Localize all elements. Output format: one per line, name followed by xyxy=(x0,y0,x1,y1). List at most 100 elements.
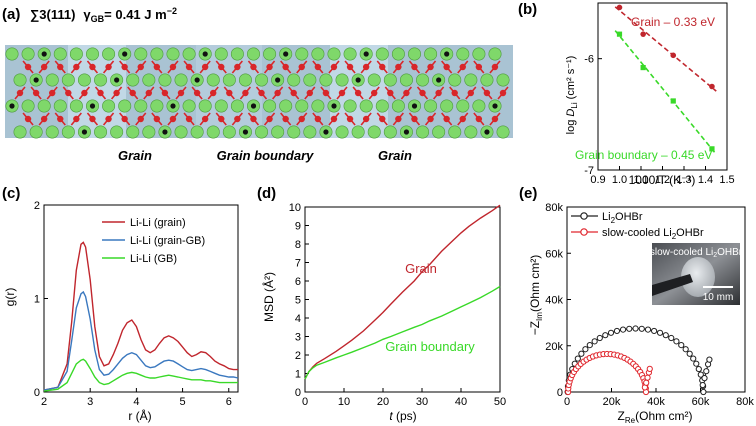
li-atom xyxy=(214,47,228,61)
b-point xyxy=(709,83,715,90)
oh-bond xyxy=(236,60,243,68)
li-atom xyxy=(134,47,148,61)
oh-bond xyxy=(107,112,115,120)
halide-atom xyxy=(331,103,337,109)
oh-bond xyxy=(143,92,150,100)
e-point xyxy=(703,368,710,375)
c-xlabel: r (Å) xyxy=(128,408,151,423)
b-xtick-label: 1.0 xyxy=(612,174,627,186)
panel-d: (d) MSD (Å²) t (ps) 0 10 20 30 40 50 0 1 2 3 4 5 6 7 8… xyxy=(257,185,506,423)
oh-bond xyxy=(263,66,271,74)
oh-bond xyxy=(424,118,432,126)
halide-atom xyxy=(363,51,369,57)
oh-bond xyxy=(94,86,102,94)
e-ylabel: −ZIm(Ohm cm²) xyxy=(528,255,544,336)
oh-bond xyxy=(424,66,432,74)
c-series-line-2 xyxy=(43,358,238,392)
b-ytick-label: -6 xyxy=(584,54,594,66)
oh-bond xyxy=(151,60,158,68)
li-atom xyxy=(110,125,124,139)
li-atom xyxy=(190,125,204,139)
d-ytick-label: 2 xyxy=(295,350,301,362)
e-xtick-label: 40k xyxy=(647,396,665,408)
e-legend-marker-li2ohbr xyxy=(580,212,588,220)
oh-bond xyxy=(441,60,448,68)
oh-bond xyxy=(276,86,284,94)
li-atom xyxy=(174,125,188,139)
c-series-line-1 xyxy=(43,290,239,391)
oh-bond xyxy=(497,92,504,100)
oh-bond xyxy=(288,86,295,94)
li-atom xyxy=(174,73,188,87)
li-atom xyxy=(311,99,325,113)
oh-bond xyxy=(110,92,118,100)
grain-label-left: Grain xyxy=(118,148,152,163)
oh-bond xyxy=(413,118,421,126)
oh-bond xyxy=(247,112,255,120)
li-atom xyxy=(86,47,100,61)
c-plot-area: 2 3 4 5 6 0 1 2 xyxy=(34,200,239,408)
c-xtick-label: 2 xyxy=(41,396,47,408)
oh-bond xyxy=(247,60,255,68)
e-legend-marker-slow xyxy=(580,228,588,236)
oh-bond xyxy=(115,86,123,94)
e-point xyxy=(693,360,700,367)
oh-bond xyxy=(285,66,292,74)
oh-bond xyxy=(228,92,235,100)
e-ytick-label: 40k xyxy=(545,295,563,307)
li-atom xyxy=(222,73,236,87)
oh-bond xyxy=(199,66,206,74)
oh-bond xyxy=(231,66,238,74)
oh-bond xyxy=(344,112,351,120)
oh-bond xyxy=(70,66,77,74)
oh-bond xyxy=(252,118,260,126)
b-ytick-label: -7 xyxy=(584,165,594,177)
halide-atom xyxy=(492,103,498,109)
li-atom xyxy=(222,125,236,139)
oh-bond xyxy=(397,60,404,68)
halide-atom xyxy=(122,51,128,57)
d-ylabel: MSD (Å²) xyxy=(261,272,276,322)
d-plot-area: 0 10 20 30 40 50 0 1 2 3 4 5 6 7 8 9 10 xyxy=(289,202,506,408)
e-point xyxy=(695,365,702,373)
oh-bond xyxy=(365,112,372,120)
oh-bond xyxy=(207,92,214,100)
c-series-line-0 xyxy=(43,241,238,391)
grain-label-right: Grain xyxy=(378,148,412,163)
c-legend: Li-Li (grain) Li-Li (grain-GB) Li-Li (GB… xyxy=(102,217,205,265)
oh-bond xyxy=(421,92,429,100)
e-point xyxy=(586,341,593,349)
d-series-line-0 xyxy=(304,204,501,380)
oh-bond xyxy=(280,112,287,120)
li-atom xyxy=(279,99,293,113)
oh-bond xyxy=(413,66,421,74)
halide-atom xyxy=(170,103,176,109)
oh-bond xyxy=(470,86,477,94)
e-ytick-label: 20k xyxy=(545,341,563,353)
e-legend: Li2OHBr slow-cooled Li2OHBr xyxy=(571,211,704,241)
e-plot-area: 0 20k 40k 60k 80k 0 20k 40k 60k 80k xyxy=(545,202,754,408)
oh-bond xyxy=(457,66,464,74)
halide-atom xyxy=(275,77,281,83)
b-xtick-label: 1.3 xyxy=(676,174,691,186)
oh-bond xyxy=(478,66,485,74)
halide-atom xyxy=(33,77,39,83)
oh-bond xyxy=(180,86,187,94)
oh-bond xyxy=(389,92,396,100)
e-point xyxy=(643,379,650,386)
b-point xyxy=(640,31,646,37)
gb-type-title: ∑3(111) γGB= 0.41 J m−2 xyxy=(30,6,177,24)
li-atom xyxy=(142,73,156,87)
e-xtick-label: 20k xyxy=(603,396,621,408)
e-point xyxy=(697,371,704,378)
e-point xyxy=(668,334,675,342)
oh-bond xyxy=(449,86,456,94)
li-atom xyxy=(150,47,164,61)
oh-bond xyxy=(376,60,383,68)
oh-bond xyxy=(328,66,335,74)
oh-bond xyxy=(196,92,203,100)
halide-atom xyxy=(436,77,442,83)
oh-bond xyxy=(368,92,375,100)
e-point xyxy=(706,356,713,363)
e-xtick-label: 80k xyxy=(736,396,754,408)
